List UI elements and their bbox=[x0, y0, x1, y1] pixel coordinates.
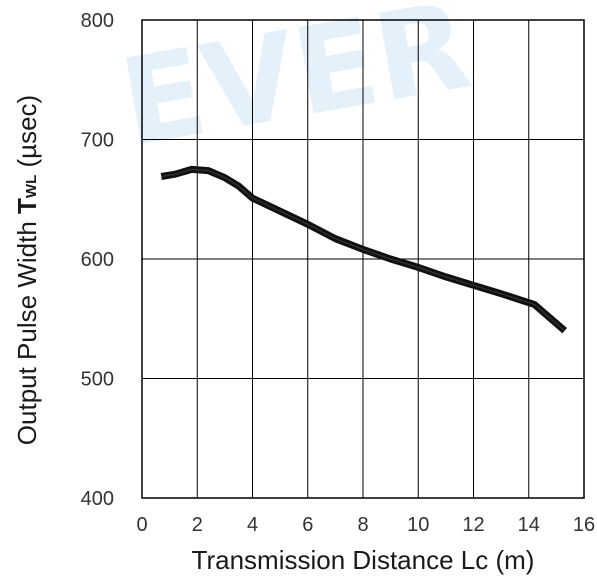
y-tick-label: 800 bbox=[81, 10, 114, 32]
x-tick-labels: 0 2 4 6 8 10 12 14 16 bbox=[136, 514, 595, 536]
y-axis-label-suffix: (µsec) bbox=[12, 95, 42, 175]
x-tick-label: 8 bbox=[357, 514, 368, 536]
y-tick-label: 600 bbox=[81, 249, 114, 271]
x-tick-label: 14 bbox=[518, 514, 540, 536]
x-tick-label: 10 bbox=[407, 514, 429, 536]
x-axis-label: Transmission Distance Lc (m) bbox=[192, 545, 535, 575]
watermark: EVER bbox=[111, 0, 479, 174]
y-axis-label-subscript: WL bbox=[23, 175, 40, 198]
y-tick-labels: 400 500 600 700 800 bbox=[81, 10, 114, 510]
x-tick-label: 0 bbox=[136, 514, 147, 536]
y-axis-label-prefix: Output Pulse Width bbox=[12, 214, 42, 445]
x-tick-label: 6 bbox=[302, 514, 313, 536]
series-line-highlight-0 bbox=[161, 168, 566, 332]
x-tick-label: 16 bbox=[573, 514, 595, 536]
series-group bbox=[160, 165, 567, 334]
y-axis-label-symbol: T bbox=[12, 198, 42, 214]
x-tick-label: 12 bbox=[462, 514, 484, 536]
y-tick-label: 700 bbox=[81, 130, 114, 152]
y-tick-label: 400 bbox=[81, 488, 114, 510]
plot-frame bbox=[141, 19, 585, 499]
x-tick-label: 4 bbox=[247, 514, 258, 536]
x-tick-label: 2 bbox=[192, 514, 203, 536]
y-tick-label: 500 bbox=[81, 369, 114, 391]
y-axis-label: Output Pulse Width TWL (µsec) bbox=[12, 95, 42, 445]
